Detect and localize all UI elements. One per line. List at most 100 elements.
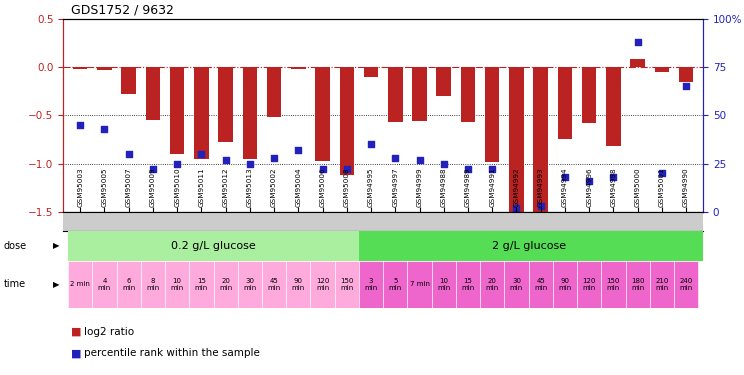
Point (487, 166, 498, 172)
Text: 15
min: 15 min (195, 278, 208, 291)
Point (219, 157, 231, 163)
Text: 7 min: 7 min (409, 281, 429, 287)
Point (437, 160, 449, 166)
Point (559, 174, 571, 180)
Point (98, 126, 110, 132)
Bar (509, 67, 524, 217)
Bar (437, 67, 451, 96)
Text: 4
min: 4 min (97, 278, 111, 291)
Text: 150
min: 150 min (340, 278, 353, 291)
Bar (606, 67, 620, 146)
Bar (243, 67, 257, 159)
Bar (267, 67, 281, 117)
Text: ■: ■ (71, 348, 81, 358)
Point (510, 205, 522, 211)
Bar (238, 261, 262, 308)
Bar (315, 67, 330, 161)
Bar (582, 67, 597, 123)
Point (535, 203, 547, 209)
Text: 10
min: 10 min (437, 278, 450, 291)
Point (292, 147, 304, 153)
Bar (485, 67, 499, 162)
Text: 10
min: 10 min (170, 278, 184, 291)
Point (341, 166, 353, 172)
Point (389, 155, 401, 161)
Bar (679, 67, 693, 81)
Bar (456, 261, 480, 308)
Bar (165, 261, 189, 308)
Bar (408, 261, 432, 308)
Point (74, 122, 86, 128)
Point (317, 166, 329, 172)
Bar (146, 67, 160, 120)
Text: 240
min: 240 min (679, 278, 693, 291)
Text: 90
min: 90 min (292, 278, 305, 291)
Text: 2 g/L glucose: 2 g/L glucose (492, 241, 565, 250)
Bar (480, 261, 504, 308)
Point (414, 157, 426, 163)
Bar (291, 67, 306, 69)
Bar (339, 67, 354, 175)
Bar (117, 261, 141, 308)
Text: 90
min: 90 min (558, 278, 571, 291)
Text: 120
min: 120 min (583, 278, 596, 291)
Bar (189, 261, 214, 308)
Point (123, 151, 135, 157)
Text: 2 min: 2 min (70, 281, 90, 287)
Bar (364, 67, 378, 77)
Bar (553, 261, 577, 308)
Bar (577, 261, 601, 308)
Text: log2 ratio: log2 ratio (84, 327, 134, 337)
Bar (558, 67, 572, 140)
Text: 5
min: 5 min (388, 278, 402, 291)
Text: 0.2 g/L glucose: 0.2 g/L glucose (171, 241, 256, 250)
Bar (359, 231, 703, 261)
Text: 6
min: 6 min (122, 278, 135, 291)
Text: 150
min: 150 min (606, 278, 620, 291)
Text: 20
min: 20 min (486, 278, 498, 291)
Point (171, 160, 183, 166)
Bar (121, 67, 136, 94)
Bar (383, 261, 408, 308)
Bar (335, 261, 359, 308)
Point (680, 83, 692, 89)
Text: 3
min: 3 min (365, 278, 378, 291)
Text: 20
min: 20 min (219, 278, 232, 291)
Point (147, 166, 159, 172)
Bar (601, 261, 626, 308)
Bar (92, 261, 117, 308)
Point (583, 178, 595, 184)
Bar (655, 67, 669, 72)
Point (462, 166, 474, 172)
Bar (626, 261, 650, 308)
Text: dose: dose (4, 241, 27, 250)
Bar (674, 261, 698, 308)
Text: percentile rank within the sample: percentile rank within the sample (84, 348, 260, 358)
Text: GDS1752 / 9632: GDS1752 / 9632 (71, 4, 173, 17)
Bar (650, 261, 674, 308)
Bar (73, 67, 88, 69)
Text: 210
min: 210 min (655, 278, 669, 291)
Text: 30
min: 30 min (243, 278, 257, 291)
Point (656, 170, 668, 176)
Point (365, 141, 377, 147)
Text: 45
min: 45 min (534, 278, 548, 291)
Text: 120
min: 120 min (316, 278, 330, 291)
Bar (194, 67, 208, 159)
Text: 180
min: 180 min (631, 278, 644, 291)
Point (268, 155, 280, 161)
Bar (461, 67, 475, 122)
Bar (218, 67, 233, 142)
Bar (412, 67, 427, 121)
Text: 45
min: 45 min (268, 278, 280, 291)
Text: ▶: ▶ (53, 241, 60, 250)
Bar (262, 261, 286, 308)
Bar (630, 59, 645, 67)
Point (244, 160, 256, 166)
Text: time: time (4, 279, 26, 289)
Text: ■: ■ (71, 327, 81, 337)
Text: 15
min: 15 min (461, 278, 475, 291)
Bar (97, 67, 112, 70)
Bar (359, 261, 383, 308)
Bar (432, 261, 456, 308)
